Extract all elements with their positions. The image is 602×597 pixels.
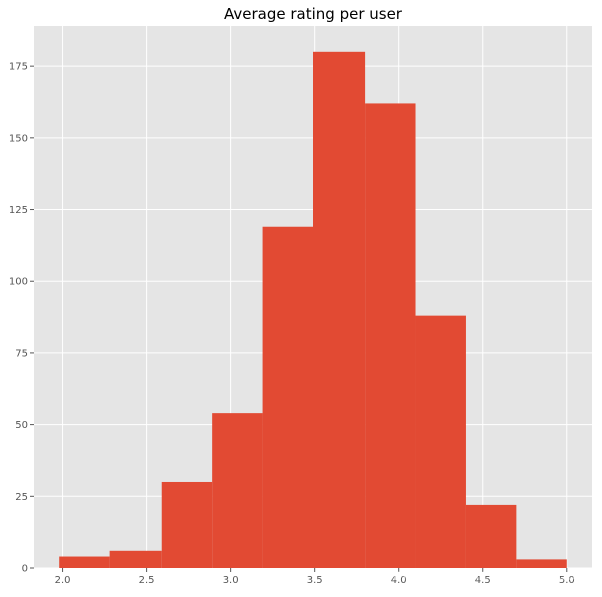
x-tick-label: 3.0 — [223, 575, 239, 586]
y-tick-label: 25 — [15, 492, 28, 503]
chart-title: Average rating per user — [224, 5, 403, 23]
histogram-bar — [262, 226, 313, 569]
watermark-text: https://blog.csdn.net/u012810803 — [339, 566, 595, 584]
x-tick-label: 4.5 — [475, 575, 491, 586]
histogram-bar — [365, 103, 416, 568]
x-tick-label: 2.0 — [55, 575, 71, 586]
histogram-bar — [212, 413, 263, 568]
y-tick-label: 150 — [9, 133, 28, 144]
histogram-bar — [161, 481, 213, 568]
y-tick-label: 100 — [9, 277, 28, 288]
histogram-bar — [465, 504, 517, 568]
histogram-bar — [516, 559, 567, 568]
histogram-bar — [109, 550, 162, 568]
histogram-bar — [313, 51, 366, 569]
x-tick-label: 4.0 — [391, 575, 407, 586]
y-tick-label: 125 — [9, 205, 28, 216]
histogram-bar — [59, 556, 110, 568]
x-tick-label: 5.0 — [559, 575, 575, 586]
y-tick-label: 0 — [22, 564, 28, 575]
y-tick-label: 50 — [15, 420, 28, 431]
histogram-bars — [59, 51, 567, 569]
x-tick-label: 2.5 — [139, 575, 155, 586]
histogram-bar — [415, 315, 466, 568]
x-tick-label: 3.5 — [307, 575, 323, 586]
y-tick-label: 175 — [9, 62, 28, 73]
y-tick-label: 75 — [15, 348, 28, 359]
axis-ticks: 2.0 2.5 3.0 3.5 4.0 4.5 5.0 0 25 50 75 100 125 150 175 — [9, 62, 575, 586]
